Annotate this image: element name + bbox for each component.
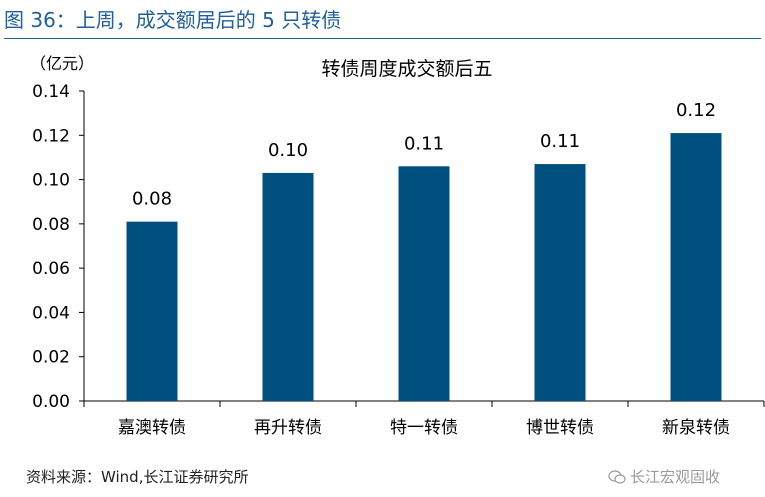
- wechat-icon: [608, 469, 626, 484]
- chart-canvas: 转债周度成交额后五 （亿元） 0.000.020.040.060.080.100…: [30, 54, 765, 438]
- bar: [126, 221, 178, 401]
- y-tick-label: 0.02: [32, 348, 70, 368]
- bar-data-label: 0.10: [268, 140, 308, 161]
- y-tick-label: 0.10: [32, 171, 70, 191]
- bar: [670, 133, 722, 402]
- x-tick-label: 再升转债: [254, 418, 322, 438]
- x-tick-label: 嘉澳转债: [118, 418, 186, 438]
- bar-data-label: 0.11: [540, 131, 580, 152]
- source-note: 资料来源：Wind,长江证券研究所: [26, 468, 249, 486]
- chart-title: 转债周度成交额后五: [321, 58, 492, 80]
- bar: [534, 164, 586, 401]
- y-tick-label: 0.08: [32, 215, 70, 235]
- bar: [262, 172, 314, 401]
- y-tick-label: 0.06: [32, 259, 70, 279]
- bar-chart: 转债周度成交额后五 （亿元） 0.00 0.02 0.04 0.06 0.08 0.10 0…: [0, 40, 765, 465]
- bar-data-label: 0.12: [676, 100, 716, 121]
- bar-data-label: 0.08: [132, 189, 172, 210]
- y-tick-label: 0.12: [32, 126, 70, 146]
- chart-bars: [126, 133, 722, 402]
- y-tick-label: 0.00: [32, 392, 70, 412]
- x-tick-label: 新泉转债: [662, 418, 730, 438]
- title-divider: [4, 38, 761, 39]
- bar-data-label: 0.11: [404, 133, 444, 154]
- chart-labels: 0.08 嘉澳转债 0.10 再升转债 0.11 特一转债 0.11 博世转债 0.12 新泉转债: [118, 100, 730, 438]
- figure-title: 图 36：上周，成交额居后的 5 只转债: [4, 8, 342, 32]
- chart-axes: 0.00 0.02 0.04 0.06 0.08 0.10 0.12 0.14: [32, 82, 765, 412]
- y-tick-label: 0.04: [32, 303, 70, 323]
- watermark-text: 长江宏观固收: [630, 468, 721, 486]
- watermark: 长江宏观固收: [608, 466, 720, 487]
- bar: [398, 166, 450, 401]
- y-tick-label: 0.14: [32, 82, 70, 102]
- x-tick-label: 博世转债: [526, 418, 594, 438]
- x-tick-label: 特一转债: [390, 418, 458, 438]
- y-axis-unit-label: （亿元）: [30, 54, 94, 73]
